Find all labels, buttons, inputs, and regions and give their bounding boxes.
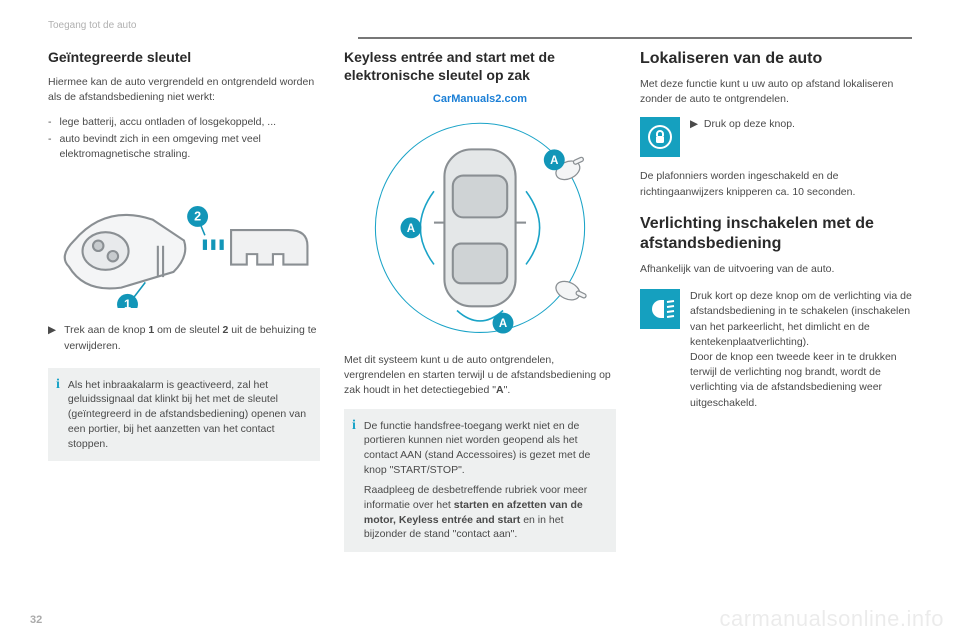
column-3: Lokaliseren van de auto Met deze functie… [640, 49, 912, 562]
info-text: Als het inbraakalarm is geactiveerd, zal… [68, 378, 310, 451]
info-text: De functie handsfree-toegang werkt niet … [364, 419, 606, 543]
step-text: Trek aan de knop 1 om de sleutel 2 uit d… [64, 323, 320, 353]
fig-label-2: 2 [194, 209, 201, 223]
info-icon: i [56, 378, 60, 451]
col1-heading: Geïntegreerde sleutel [48, 49, 320, 67]
info-box-alarm: i Als het inbraakalarm is geactiveerd, z… [48, 368, 320, 461]
page-number: 32 [30, 614, 42, 626]
lock-step: ▶ Druk op deze knop. [690, 117, 795, 157]
step-arrow-icon: ▶ [48, 323, 56, 353]
watermark-large: carmanualsonline.info [719, 606, 944, 632]
col3-intro: Met deze functie kunt u uw auto op afsta… [640, 77, 912, 107]
svg-text:A: A [550, 155, 558, 167]
column-1: Geïntegreerde sleutel Hiermee kan de aut… [48, 49, 320, 562]
col1-bullets: -lege batterij, accu ontladen of losgeko… [48, 115, 320, 163]
col2-para: Met dit systeem kunt u de auto ontgrende… [344, 353, 616, 399]
info-icon: i [352, 419, 356, 543]
bullet-text: auto bevindt zich in een omgeving met ve… [60, 132, 321, 162]
col2-heading: Keyless entrée and start met de elektron… [344, 49, 616, 84]
column-2: Keyless entrée and start met de elektron… [344, 49, 616, 562]
col3-heading-locate: Lokaliseren van de auto [640, 49, 912, 69]
bullet-dash: - [48, 115, 52, 130]
keyless-figure: A A A [344, 118, 616, 338]
light-text: Druk kort op deze knop om de verlichting… [690, 289, 912, 411]
watermark-small: CarManuals2.com [344, 92, 616, 108]
header-rule [358, 37, 912, 39]
headlight-icon [640, 289, 680, 329]
col3-sub: Afhankelijk van de uitvoering van de aut… [640, 262, 912, 277]
col3-heading-light: Verlichting inschakelen met de afstandsb… [640, 214, 912, 254]
breadcrumb: Toegang tot de auto [48, 20, 912, 31]
bullet-dash: - [48, 132, 52, 162]
col3-after: De plafonniers worden ingeschakeld en de… [640, 169, 912, 199]
bullet-text: lege batterij, accu ontladen of losgekop… [60, 115, 277, 130]
info-box-keyless: i De functie handsfree-toegang werkt nie… [344, 409, 616, 553]
key-figure: 1 2 [48, 183, 320, 309]
fig-label-1: 1 [124, 297, 131, 308]
lock-icon [640, 117, 680, 157]
svg-text:A: A [407, 223, 415, 235]
col1-intro: Hiermee kan de auto vergrendeld en ontgr… [48, 75, 320, 105]
svg-text:A: A [499, 318, 507, 330]
